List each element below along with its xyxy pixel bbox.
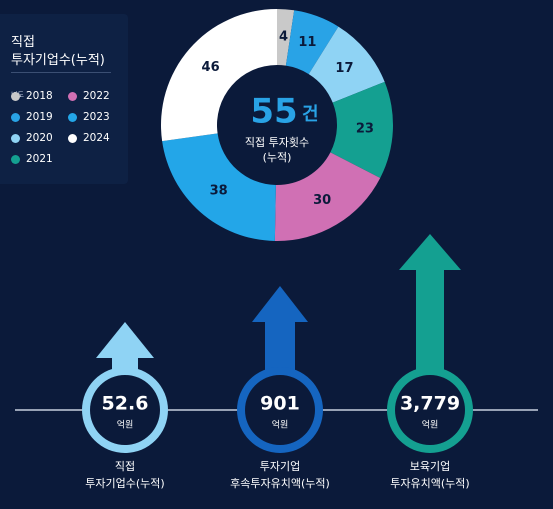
arrow-shaft-2 — [265, 321, 295, 373]
legend-swatch-2023 — [68, 112, 77, 122]
legend-title-line1: 직접 — [11, 35, 35, 50]
legend-divider — [11, 72, 111, 73]
legend-swatch-2024 — [68, 133, 77, 143]
donut-slice-2022 — [274, 152, 381, 241]
stat-label-line1-3: 보육기업 — [410, 460, 450, 473]
center-unit: 건 — [302, 104, 319, 125]
legend-item-2024: 2024 — [68, 132, 110, 144]
legend-label-2023: 2023 — [83, 111, 110, 123]
legend-item-2018: 2018 — [11, 90, 53, 102]
stat-value-1: 52.6 — [102, 393, 149, 415]
stat-unit-1: 억원 — [117, 419, 134, 431]
slice-label-2021: 23 — [356, 122, 374, 137]
legend-swatch-2022 — [68, 91, 77, 101]
legend-swatch-2019 — [11, 112, 20, 122]
center-label-line1: 직접 투자횟수 — [245, 136, 309, 149]
donut-slice-2021 — [330, 81, 393, 178]
legend-label-2021: 2021 — [26, 153, 53, 165]
slice-label-2019: 11 — [298, 35, 316, 50]
donut-slice-2020 — [308, 26, 385, 103]
slice-label-2018: 4 — [279, 30, 288, 45]
stat-inner-1 — [90, 375, 160, 445]
legend-label-2018: 2018 — [26, 90, 53, 102]
stat-unit-3: 억원 — [422, 419, 439, 431]
legend-label-2019: 2019 — [26, 111, 53, 123]
legend-title-line2: 투자기업수(누적) — [11, 53, 105, 68]
legend-swatch-2021 — [11, 154, 20, 164]
stat-unit-2: 억원 — [272, 419, 289, 431]
legend-item-2020: 2020 — [11, 132, 53, 144]
stat-value-2: 901 — [260, 393, 300, 415]
legend-item-2019: 2019 — [11, 111, 53, 123]
center-value: 55 — [250, 92, 297, 132]
stat-value-3: 3,779 — [400, 393, 460, 415]
arrow-head-3 — [399, 234, 461, 270]
legend-item-2023: 2023 — [68, 111, 110, 123]
donut-slice-2019 — [285, 10, 339, 75]
donut-slice-2024 — [161, 9, 277, 142]
stat-label-line2-3: 투자유치액(누적) — [390, 477, 469, 490]
slice-label-2024: 46 — [202, 60, 220, 75]
donut-slice-2018 — [277, 9, 295, 66]
slice-label-2023: 38 — [210, 183, 228, 198]
stat-inner-2 — [245, 375, 315, 445]
stat-inner-3 — [395, 375, 465, 445]
arrow-head-2 — [252, 286, 308, 322]
legend-label-2022: 2022 — [83, 90, 110, 102]
legend-item-2021: 2021 — [11, 153, 53, 165]
legend-title: 직접 투자기업수(누적) — [11, 34, 105, 70]
legend-label-2020: 2020 — [26, 132, 53, 144]
legend-panel: 직접 투자기업수(누적) 년도 201820222019202320202024… — [0, 14, 128, 184]
legend-item-2022: 2022 — [68, 90, 110, 102]
legend-swatch-2018 — [11, 91, 20, 101]
legend-swatch-2020 — [11, 133, 20, 143]
stat-label-line1-1: 직접 — [115, 460, 135, 473]
stat-label-line1-2: 투자기업 — [260, 460, 300, 473]
center-label-line2: (누적) — [263, 151, 292, 164]
legend-label-2024: 2024 — [83, 132, 110, 144]
arrow-shaft-3 — [416, 269, 444, 373]
stat-label-line2-1: 투자기업수(누적) — [85, 477, 164, 490]
slice-label-2020: 17 — [335, 61, 353, 76]
slice-label-2022: 30 — [313, 193, 331, 208]
stat-label-line2-2: 후속투자유치액(누적) — [230, 477, 330, 490]
donut-slice-2023 — [162, 133, 276, 241]
arrow-head-1 — [96, 322, 154, 358]
